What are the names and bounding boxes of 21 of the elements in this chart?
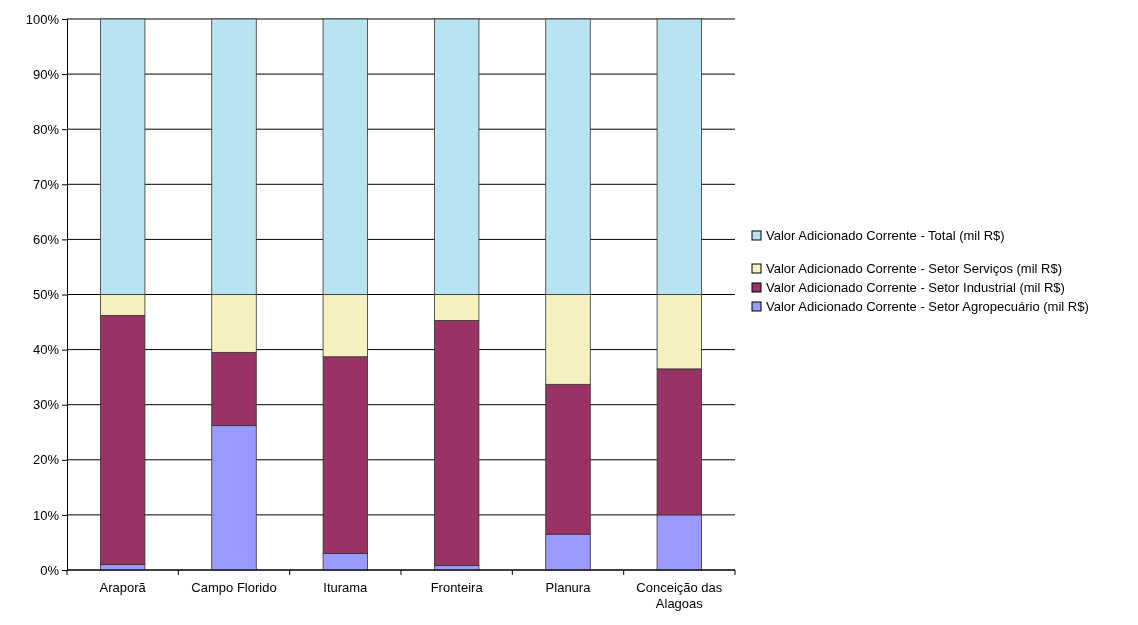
y-tick-label: 100% [25,11,60,27]
y-tick-label: 40% [32,342,60,358]
legend-label: Valor Adicionado Corrente - Setor Industrial (mil R$) [766,280,1065,295]
x-tick-label: Araporã [99,580,147,595]
y-tick-label: 90% [32,66,60,82]
x-tick-label: Planura [545,580,592,595]
y-tick-label: 20% [32,452,60,468]
x-tick-label: Campo Florido [191,580,277,595]
x-tick-label: Conceição das Alagoas [636,580,723,612]
y-tick-label: 0% [40,562,60,578]
y-tick-label: 50% [32,287,60,303]
legend-label: Valor Adicionado Corrente - Setor Serviços (mil R$) [766,261,1062,276]
y-tick-label: 60% [32,232,60,248]
x-tick-label: Fronteira [430,580,484,595]
x-tick-label: Iturama [323,580,369,595]
y-tick-label: 30% [32,397,60,413]
y-tick-label: 80% [32,121,60,137]
y-tick-label: 70% [32,176,60,192]
legend-label: Valor Adicionado Corrente - Setor Agropecuário (mil R$) [766,299,1089,314]
y-tick-label: 10% [32,507,60,523]
legend-label: Valor Adicionado Corrente - Total (mil R$) [766,228,1005,243]
